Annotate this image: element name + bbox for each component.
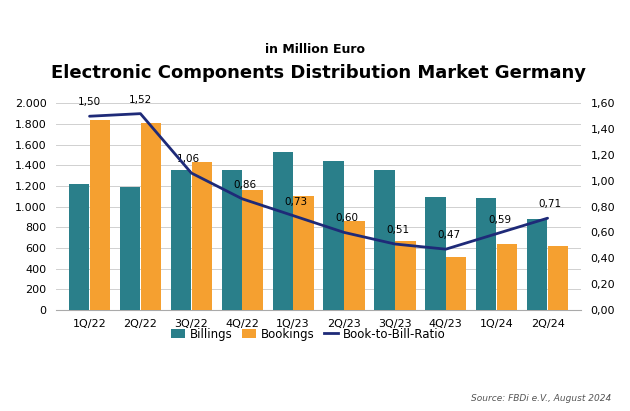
Text: 1,06: 1,06 xyxy=(177,154,200,164)
Text: 0,73: 0,73 xyxy=(284,196,307,206)
Bar xyxy=(192,162,212,310)
Book-to-Bill-Ratio xyxy=(137,111,144,116)
Bar xyxy=(425,197,445,310)
Bar xyxy=(548,246,568,310)
Bar xyxy=(344,221,365,310)
Book-to-Bill-Ratio xyxy=(86,114,93,119)
Text: Source: FBDi e.V., August 2024: Source: FBDi e.V., August 2024 xyxy=(471,394,611,403)
Bar xyxy=(243,190,263,310)
Text: in Million Euro: in Million Euro xyxy=(265,43,365,56)
Bar xyxy=(69,184,89,310)
Bar xyxy=(476,199,496,310)
Bar xyxy=(374,171,394,310)
Text: 1,50: 1,50 xyxy=(78,97,101,107)
Bar xyxy=(140,123,161,310)
Title: Electronic Components Distribution Market Germany: Electronic Components Distribution Marke… xyxy=(51,64,586,82)
Text: 0,86: 0,86 xyxy=(234,180,256,190)
Book-to-Bill-Ratio xyxy=(188,171,195,175)
Text: 0,59: 0,59 xyxy=(488,215,511,224)
Line: Book-to-Bill-Ratio: Book-to-Bill-Ratio xyxy=(89,114,547,249)
Bar xyxy=(294,196,314,310)
Text: 0,71: 0,71 xyxy=(539,199,562,209)
Text: 0,47: 0,47 xyxy=(437,230,460,240)
Bar xyxy=(497,244,517,310)
Bar xyxy=(446,257,466,310)
Book-to-Bill-Ratio xyxy=(340,230,348,235)
Bar xyxy=(120,187,140,310)
Legend: Billings, Bookings, Book-to-Bill-Ratio: Billings, Bookings, Book-to-Bill-Ratio xyxy=(166,323,450,345)
Text: 0,60: 0,60 xyxy=(335,213,358,223)
Bar xyxy=(273,152,293,310)
Bar xyxy=(323,161,344,310)
Book-to-Bill-Ratio xyxy=(391,242,399,247)
Bar xyxy=(90,120,110,310)
Book-to-Bill-Ratio xyxy=(442,247,450,252)
Book-to-Bill-Ratio xyxy=(493,231,500,236)
Text: 1,52: 1,52 xyxy=(129,95,152,104)
Bar xyxy=(222,171,242,310)
Book-to-Bill-Ratio xyxy=(544,216,551,221)
Bar xyxy=(171,171,191,310)
Bar xyxy=(395,241,416,310)
Text: 0,51: 0,51 xyxy=(386,225,410,235)
Book-to-Bill-Ratio xyxy=(289,213,297,218)
Book-to-Bill-Ratio xyxy=(238,196,246,201)
Bar xyxy=(527,219,547,310)
